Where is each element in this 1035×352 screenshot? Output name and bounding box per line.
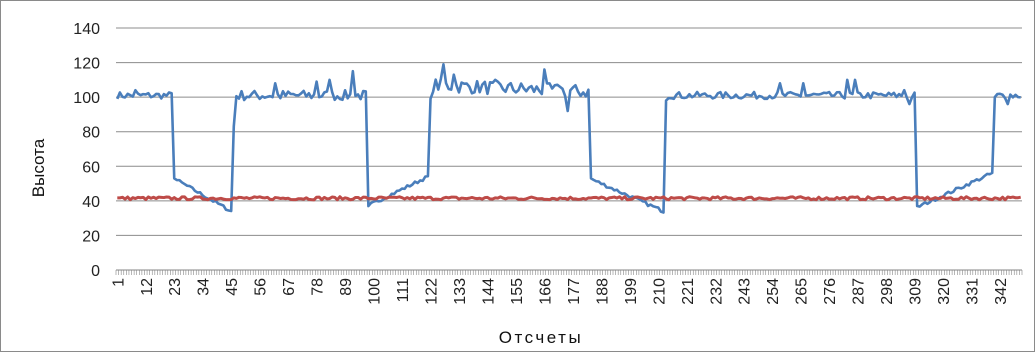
y-tick-label: 120 bbox=[73, 56, 100, 73]
y-tick-label: 20 bbox=[82, 228, 100, 245]
series-line-2 bbox=[117, 195, 1021, 202]
y-axis-title: Высота bbox=[29, 138, 48, 197]
x-tick-label: 243 bbox=[737, 278, 754, 305]
x-tick-label: 188 bbox=[594, 278, 611, 305]
y-tick-label: 60 bbox=[82, 159, 100, 176]
x-tick-label: 12 bbox=[139, 278, 156, 296]
y-tick-label: 80 bbox=[82, 125, 100, 142]
x-tick-label: 1 bbox=[110, 278, 127, 287]
y-tick-label: 100 bbox=[73, 90, 100, 107]
x-tick-label: 232 bbox=[708, 278, 725, 305]
x-tick-label: 78 bbox=[310, 278, 327, 296]
x-tick-label: 23 bbox=[167, 278, 184, 296]
x-tick-label: 89 bbox=[338, 278, 355, 296]
x-tick-label: 210 bbox=[651, 278, 668, 305]
x-axis-ticks bbox=[115, 270, 1023, 275]
series-group bbox=[116, 63, 1021, 214]
y-tick-label: 140 bbox=[73, 21, 100, 38]
y-tick-label: 0 bbox=[91, 263, 100, 280]
x-axis-title: Отсчеты bbox=[499, 328, 583, 347]
gridlines bbox=[116, 27, 1022, 271]
x-tick-label: 254 bbox=[765, 278, 782, 305]
x-tick-label: 265 bbox=[794, 278, 811, 305]
series-line-1 bbox=[116, 63, 1021, 214]
x-tick-label: 56 bbox=[253, 278, 270, 296]
x-tick-label: 298 bbox=[879, 278, 896, 305]
x-tick-label: 144 bbox=[480, 278, 497, 305]
y-tick-labels: 0 20 40 60 80 100 120 140 bbox=[73, 21, 100, 280]
x-tick-label: 276 bbox=[822, 278, 839, 305]
x-tick-label: 34 bbox=[196, 278, 213, 296]
x-tick-label: 199 bbox=[623, 278, 640, 305]
x-tick-label: 111 bbox=[395, 278, 412, 302]
x-tick-label: 67 bbox=[281, 278, 298, 296]
x-tick-label: 342 bbox=[993, 278, 1010, 305]
x-tick-label: 122 bbox=[424, 278, 441, 305]
x-tick-label: 221 bbox=[680, 278, 697, 305]
x-tick-label: 177 bbox=[566, 278, 583, 305]
x-tick-label: 45 bbox=[224, 278, 241, 296]
x-tick-label: 155 bbox=[509, 278, 526, 305]
x-tick-label: 320 bbox=[936, 278, 953, 305]
x-tick-label: 309 bbox=[908, 278, 925, 305]
x-tick-label: 100 bbox=[367, 278, 384, 305]
x-tick-labels: 1 12 23 34 45 56 67 78 89 100 111 122 133 144 155 166 17… bbox=[110, 278, 1010, 305]
x-tick-label: 133 bbox=[452, 278, 469, 305]
y-tick-label: 40 bbox=[82, 194, 100, 211]
x-tick-label: 166 bbox=[537, 278, 554, 305]
x-tick-label: 287 bbox=[851, 278, 868, 305]
x-tick-label: 331 bbox=[965, 278, 982, 305]
